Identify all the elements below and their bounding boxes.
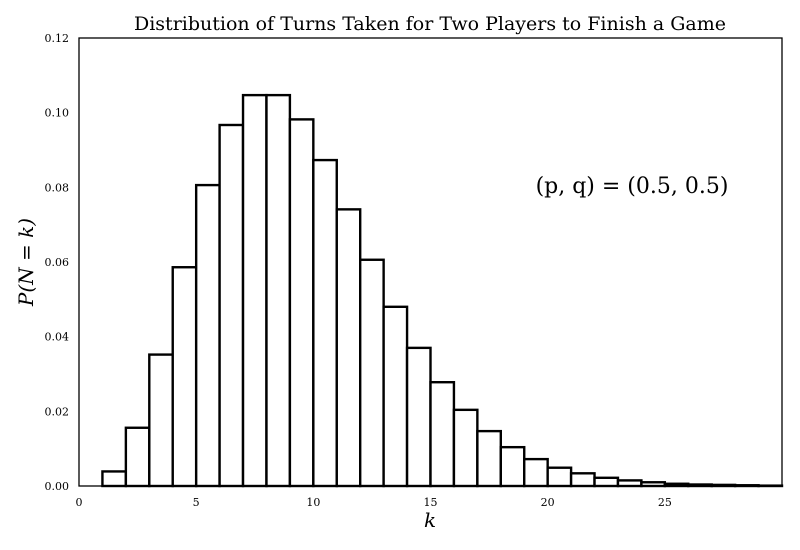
bar-k-9: [288, 118, 315, 488]
y-tick-label: 0.08: [45, 181, 70, 194]
x-axis-label: k: [424, 508, 436, 532]
x-axis-ticks: 0 5 10 15 20 25: [76, 496, 672, 509]
bar-k-22: [593, 476, 620, 488]
y-tick-label: 0.12: [45, 32, 70, 45]
bar-k-17: [476, 429, 502, 488]
bar-k-19: [523, 457, 549, 488]
y-tick-label: 0.06: [45, 256, 70, 269]
bar-k-13: [382, 305, 409, 488]
bar-k-7: [241, 93, 268, 488]
bar-k-6: [218, 123, 245, 488]
x-tick-label: 20: [541, 496, 555, 509]
y-axis-ticks: 0.00 0.02 0.04 0.06 0.08 0.10 0.12: [45, 32, 70, 493]
bar-k-10: [312, 158, 338, 488]
bar-k-20: [546, 466, 573, 488]
x-tick-label: 15: [424, 496, 438, 509]
y-tick-label: 0.02: [45, 405, 70, 418]
bar-k-12: [359, 258, 385, 488]
bar-k-4: [171, 266, 198, 488]
x-tick-label: 25: [658, 496, 672, 509]
bar-k-21: [569, 472, 596, 488]
x-tick-label: 5: [193, 496, 200, 509]
plot-frame: [78, 37, 783, 487]
y-axis-label: P(N = k): [14, 218, 38, 307]
y-tick-label: 0.00: [45, 480, 70, 493]
bar-k-14: [405, 346, 432, 488]
bar-k-5: [194, 183, 221, 488]
x-tick-label: 10: [306, 496, 320, 509]
chart-title: Distribution of Turns Taken for Two Play…: [134, 13, 726, 35]
bar-k-8: [265, 93, 292, 488]
bar-k-3: [148, 353, 174, 488]
bar-k-11: [335, 208, 362, 488]
y-tick-label: 0.10: [45, 107, 70, 120]
bars: [101, 93, 784, 488]
bar-k-18: [499, 445, 526, 488]
bar-k-15: [429, 381, 456, 488]
y-tick-label: 0.04: [45, 331, 70, 344]
x-tick-label: 0: [76, 496, 83, 509]
bar-k-23: [616, 479, 643, 488]
parameter-annotation: (p, q) = (0.5, 0.5): [536, 174, 729, 199]
bar-k-1: [101, 470, 128, 488]
bar-k-16: [452, 408, 479, 488]
bar-k-2: [124, 426, 151, 488]
